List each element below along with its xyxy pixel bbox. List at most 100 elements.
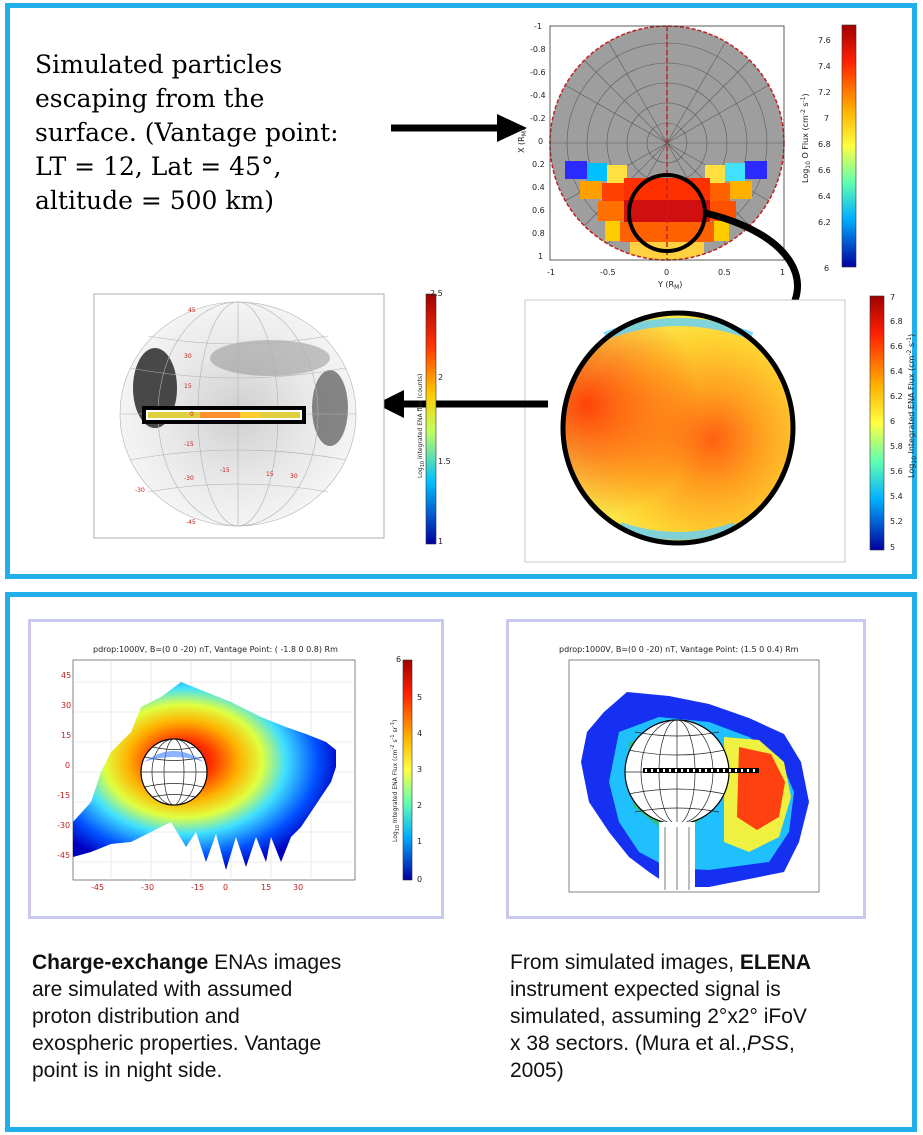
- y-tick-label: -45: [57, 851, 70, 860]
- colorbar-tick: 7.2: [818, 88, 831, 97]
- caption-text: point is in night side.: [32, 1059, 223, 1082]
- colorbar-tick: 6.8: [890, 317, 903, 326]
- x-tick-label: 0: [664, 268, 669, 277]
- top-caption-line: escaping from the: [35, 84, 265, 113]
- caption-text: proton distribution and: [32, 1005, 240, 1028]
- right-caption: From simulated images, ELENA instrument …: [510, 949, 910, 1084]
- x-axis-label: Y (RM): [657, 280, 682, 291]
- caption-text: x 38 sectors. (Mura et al.,: [510, 1032, 747, 1055]
- colorbar-tick: 6: [824, 264, 829, 273]
- right-sim-title: pdrop:1000V, B=(0 0 -20) nT, Vantage Poi…: [559, 645, 799, 654]
- colorbar-tick: 5: [417, 693, 422, 702]
- y-tick-label: -15: [57, 791, 70, 800]
- colorbar-tick: 6.4: [818, 192, 831, 201]
- colorbar-label: Log10 integrated ENA flux (counts): [417, 374, 426, 478]
- y-tick-label: 30: [61, 701, 71, 710]
- grid-label: 15: [266, 471, 274, 478]
- y-tick-label: 0.8: [532, 229, 545, 238]
- colorbar-tick: 6.2: [818, 218, 831, 227]
- colorbar-tick: 1: [417, 837, 422, 846]
- y-tick-label: 0.6: [532, 206, 545, 215]
- y-tick-label: 1: [538, 252, 543, 261]
- grid-label: -45: [186, 519, 196, 526]
- colorbar-tick: 6: [890, 417, 895, 426]
- arrow-right-icon: [391, 114, 527, 142]
- y-tick-label: -30: [57, 821, 70, 830]
- grid-label: -30: [135, 487, 145, 494]
- y-axis-label: X (RM): [517, 128, 528, 153]
- y-tick-label: 15: [61, 731, 71, 740]
- colorbar-tick: 6.6: [818, 166, 831, 175]
- colorbar-tick: 3: [417, 765, 422, 774]
- caption-text: are simulated with assumed: [32, 978, 293, 1001]
- caption-text: From simulated images,: [510, 951, 740, 974]
- y-tick-label: -1: [534, 22, 542, 31]
- y-tick-label: -0.6: [530, 68, 546, 77]
- colorbar-label: Log10 Integrated ENA Flux (cm-2 s-1): [906, 334, 918, 478]
- x-tick-label: 15: [261, 883, 271, 892]
- grid-label: 45: [188, 307, 196, 314]
- colorbar-tick: 6: [396, 655, 401, 664]
- colorbar-tick: 5.4: [890, 492, 903, 501]
- colorbar-tick: 5.2: [890, 517, 903, 526]
- y-tick-label: 0: [538, 137, 543, 146]
- colorbar-tick: 7.6: [818, 36, 831, 45]
- colorbar-tick: 5.6: [890, 467, 903, 476]
- x-tick-label: 0: [223, 883, 228, 892]
- x-tick-label: 1: [780, 268, 785, 277]
- top-panel: Simulated particles escaping from the su…: [5, 3, 918, 579]
- left-simulation-box: pdrop:1000V, B=(0 0 -20) nT, Vantage Poi…: [28, 619, 444, 919]
- counts-image: 45 30 15 0 -15 -30 -45 15 30 -30 -15 2.5…: [93, 289, 451, 546]
- grid-label: -15: [220, 467, 230, 474]
- caption-bold: ELENA: [739, 951, 812, 974]
- colorbar-label: Log10 O Flux (cm-2 s-1): [800, 93, 812, 183]
- x-tick-label: -15: [191, 883, 204, 892]
- grid-label: -30: [184, 475, 194, 482]
- colorbar-tick: 6.4: [890, 367, 903, 376]
- colorbar-tick: 2: [417, 801, 422, 810]
- arrow-left-icon: [376, 390, 548, 418]
- colorbar-tick: 5.8: [890, 442, 903, 451]
- top-caption-line: altitude = 500 km): [35, 186, 275, 215]
- caption-text: exospheric properties. Vantage: [32, 1032, 322, 1055]
- top-caption-line: surface. (Vantage point:: [35, 118, 339, 147]
- grid-label: -15: [184, 441, 194, 448]
- caption-italic: PSS: [746, 1032, 789, 1055]
- colorbar-tick: 0: [417, 875, 422, 884]
- x-tick-label: 30: [293, 883, 303, 892]
- caption-text: 2005): [510, 1059, 564, 1082]
- y-tick-label: 45: [61, 671, 71, 680]
- caption-text: instrument expected signal is: [510, 978, 781, 1001]
- grid-label: 15: [184, 383, 192, 390]
- x-tick-label: -45: [91, 883, 104, 892]
- colorbar-tick: 2: [438, 373, 443, 382]
- y-tick-label: 0.4: [532, 183, 545, 192]
- bottom-panel: pdrop:1000V, B=(0 0 -20) nT, Vantage Poi…: [5, 592, 917, 1132]
- caption-text: ,: [788, 1032, 795, 1055]
- x-tick-label: -30: [141, 883, 154, 892]
- grid-label: 30: [290, 473, 298, 480]
- right-simulation-box: pdrop:1000V, B=(0 0 -20) nT, Vantage Poi…: [506, 619, 866, 919]
- x-tick-label: -1: [547, 268, 555, 277]
- colorbar-tick: 1.5: [438, 457, 451, 466]
- y-tick-label: 0: [65, 761, 70, 770]
- colorbar-tick: 2.5: [430, 289, 443, 298]
- polar-flux-plot: -1 -0.8 -0.6 -0.4 -0.2 0 0.2 0.4 0.6 0.8…: [517, 22, 857, 291]
- colorbar-label: Log10 Integrated ENA Flux (cm-2 s-1 sr-1…: [390, 720, 401, 842]
- y-tick-label: 0.2: [532, 160, 545, 169]
- left-sim-title: pdrop:1000V, B=(0 0 -20) nT, Vantage Poi…: [93, 645, 338, 654]
- y-tick-label: -0.4: [530, 91, 546, 100]
- colorbar-tick: 5: [890, 543, 895, 552]
- colorbar-tick: 6.6: [890, 342, 903, 351]
- planet-ena-image: 7 6.8 6.6 6.4 6.2 6 5.8 5.6 5.4 5.2 5 Lo…: [524, 293, 918, 563]
- colorbar-tick: 7: [890, 293, 895, 302]
- top-caption-line: LT = 12, Lat = 45°,: [35, 152, 282, 181]
- caption-text: ENAs images: [208, 951, 342, 974]
- y-tick-label: -0.2: [530, 114, 546, 123]
- caption-bold: Charge-exchange: [32, 951, 209, 974]
- x-tick-label: 0.5: [718, 268, 731, 277]
- grid-label: 30: [184, 353, 192, 360]
- colorbar-tick: 6.8: [818, 140, 831, 149]
- colorbar-tick: 7: [824, 114, 829, 123]
- left-caption: Charge-exchange ENAs images are simulate…: [32, 949, 452, 1084]
